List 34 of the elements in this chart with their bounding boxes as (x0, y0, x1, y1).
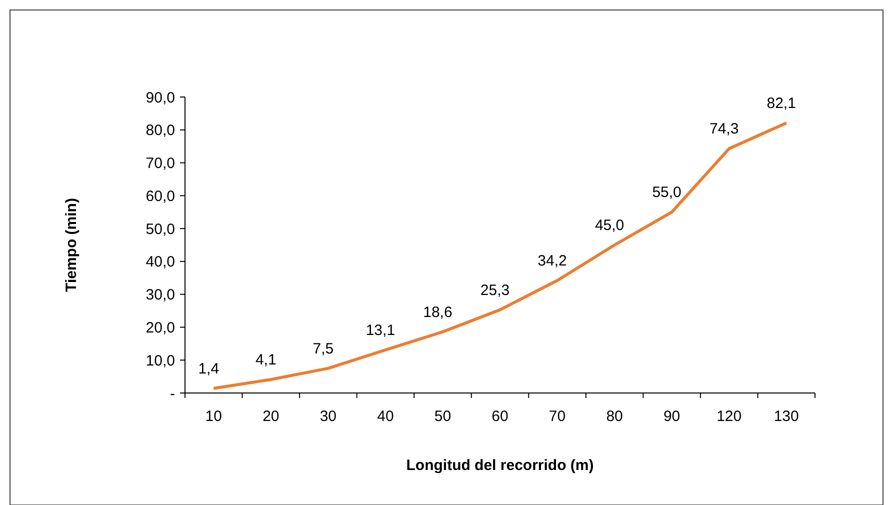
x-tick-label: 120 (716, 408, 742, 425)
data-label: 18,6 (423, 304, 452, 321)
data-label: 1,4 (198, 360, 220, 378)
x-tick-label: 80 (606, 408, 623, 425)
y-tick-label: 80,0 (146, 122, 175, 140)
y-tick-label: 60,0 (146, 188, 175, 205)
y-tick-label: 40,0 (146, 254, 175, 271)
y-tick-label: 50,0 (146, 220, 175, 238)
x-tick-label: 30 (320, 408, 337, 425)
y-tick-label: 90,0 (146, 89, 175, 106)
x-tick-label: 90 (663, 408, 680, 425)
x-axis-title: Longitud del recorrido (m) (406, 457, 594, 474)
y-axis-title: Tiempo (min) (63, 198, 80, 292)
y-tick-label: 70,0 (146, 155, 175, 172)
y-tick-label: 20,0 (146, 319, 175, 336)
x-tick-label: 40 (377, 408, 394, 425)
x-tick-label: 60 (492, 408, 508, 425)
y-tick-label: 10,0 (146, 352, 175, 370)
data-label: 82,1 (766, 94, 796, 112)
y-tick-label: 30,0 (146, 286, 175, 304)
data-label: 45,0 (594, 217, 624, 234)
data-label: 13,1 (366, 322, 396, 339)
x-tick-label: 70 (548, 408, 566, 425)
x-tick-label: 50 (434, 408, 452, 425)
x-tick-label: 10 (205, 408, 222, 425)
x-tick-label: 130 (774, 408, 799, 425)
data-label: 25,3 (480, 282, 510, 299)
data-label: 34,2 (538, 252, 567, 270)
data-label: 55,0 (652, 184, 682, 202)
y-tick-label: - (170, 385, 175, 402)
data-label: 7,5 (312, 340, 334, 358)
data-label: 4,1 (255, 352, 276, 369)
x-tick-label: 20 (262, 408, 280, 425)
data-label: 74,3 (709, 120, 739, 138)
